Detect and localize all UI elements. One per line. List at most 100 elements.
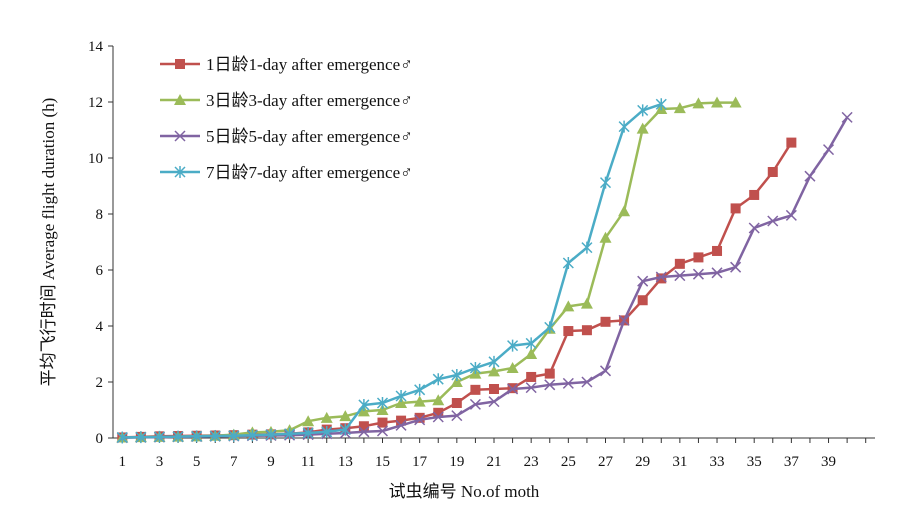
data-point-star [116, 431, 128, 444]
data-point-star [395, 390, 407, 402]
data-point-square [414, 412, 425, 423]
x-tick-label: 27 [598, 454, 614, 470]
data-point-square [377, 417, 388, 428]
data-point-x [395, 419, 407, 431]
data-point-star [209, 430, 221, 443]
data-point-square [563, 326, 574, 337]
y-tick-label: 4 [96, 319, 104, 335]
data-point-x [730, 261, 742, 273]
y-tick-label: 12 [88, 95, 103, 111]
data-point-triangle [692, 97, 705, 109]
x-tick-label: 15 [375, 454, 390, 470]
x-tick-label: 35 [747, 454, 762, 470]
series-3 [116, 111, 853, 444]
data-point-star [174, 166, 186, 178]
data-point-x [637, 275, 649, 287]
data-point-star [618, 120, 630, 133]
data-point-square [600, 316, 611, 327]
data-point-square [730, 203, 741, 214]
data-point-triangle [174, 94, 186, 105]
legend-label: 3日龄3-day after emergence♂ [206, 91, 413, 110]
series-line [122, 141, 793, 439]
data-point-star [599, 176, 612, 189]
data-point-x [767, 215, 779, 227]
data-point-x [711, 267, 723, 279]
data-point-triangle [413, 395, 426, 407]
data-point-square [433, 407, 444, 418]
data-point-star [637, 104, 649, 117]
y-tick-label: 0 [96, 431, 104, 447]
legend-label: 7日龄7-day after emergence♂ [206, 163, 413, 182]
data-point-triangle [339, 410, 352, 422]
data-point-triangle [711, 96, 724, 108]
data-point-triangle [320, 411, 333, 423]
data-point-square [637, 295, 648, 306]
data-point-x [507, 383, 519, 395]
data-point-x [674, 270, 686, 282]
data-point-square [396, 415, 407, 426]
data-point-star [544, 321, 556, 334]
data-point-x [785, 209, 797, 221]
data-point-star [321, 425, 333, 438]
data-point-x [525, 382, 537, 394]
data-point-triangle [562, 300, 575, 312]
data-point-x [823, 144, 835, 156]
series-line [122, 101, 736, 439]
data-point-star [414, 383, 426, 396]
legend-item: 3日龄3-day after emergence♂ [160, 91, 413, 110]
x-tick-label: 39 [821, 454, 836, 470]
data-point-x [841, 111, 853, 123]
data-point-star [246, 429, 258, 442]
data-point-triangle [432, 394, 445, 406]
series-group [116, 96, 853, 444]
data-point-star [451, 369, 463, 381]
legend-label: 1日龄1-day after emergence♂ [206, 55, 413, 74]
data-point-triangle [673, 102, 686, 114]
data-point-x [358, 426, 370, 438]
data-point-star [655, 98, 667, 111]
x-tick-label: 17 [412, 454, 428, 470]
data-point-x [451, 410, 463, 422]
y-tick-label: 2 [96, 375, 104, 391]
data-point-star [376, 397, 389, 409]
x-tick-label: 7 [230, 454, 238, 470]
series-4 [116, 98, 667, 444]
data-point-star [172, 430, 184, 443]
y-axis-title: 平均飞行时间 Average flight duration (h) [39, 98, 58, 387]
data-point-star [284, 427, 296, 440]
x-tick-label: 23 [524, 454, 539, 470]
legend-item: 1日龄1-day after emergence♂ [160, 55, 413, 74]
data-point-x [488, 396, 500, 408]
data-point-star [525, 337, 537, 350]
data-point-star [339, 423, 351, 436]
data-point-triangle [506, 362, 519, 373]
data-point-square [175, 59, 185, 69]
data-point-star [302, 426, 314, 439]
data-point-square [712, 245, 723, 256]
data-point-square [451, 398, 462, 408]
data-point-triangle [488, 365, 500, 377]
data-point-star [469, 362, 481, 374]
data-point-star [581, 241, 593, 254]
data-point-x [599, 365, 612, 377]
data-point-x [544, 379, 556, 391]
data-point-star [153, 430, 165, 443]
data-point-square [656, 273, 667, 284]
data-point-triangle [395, 397, 408, 408]
data-point-star [191, 430, 203, 443]
data-point-square [749, 189, 760, 200]
y-tick-label: 10 [88, 151, 103, 167]
data-point-star [507, 339, 519, 352]
data-point-square [581, 325, 592, 336]
x-tick-label: 11 [301, 454, 315, 470]
x-tick-label: 29 [635, 454, 650, 470]
data-point-square [693, 252, 704, 263]
data-point-x [618, 314, 630, 326]
data-point-x [655, 271, 667, 283]
y-tick-label: 6 [96, 263, 104, 279]
x-tick-label: 31 [672, 454, 687, 470]
x-tick-label: 25 [561, 454, 576, 470]
data-point-star [228, 429, 240, 442]
series-1 [117, 137, 797, 443]
data-point-x [562, 377, 574, 389]
